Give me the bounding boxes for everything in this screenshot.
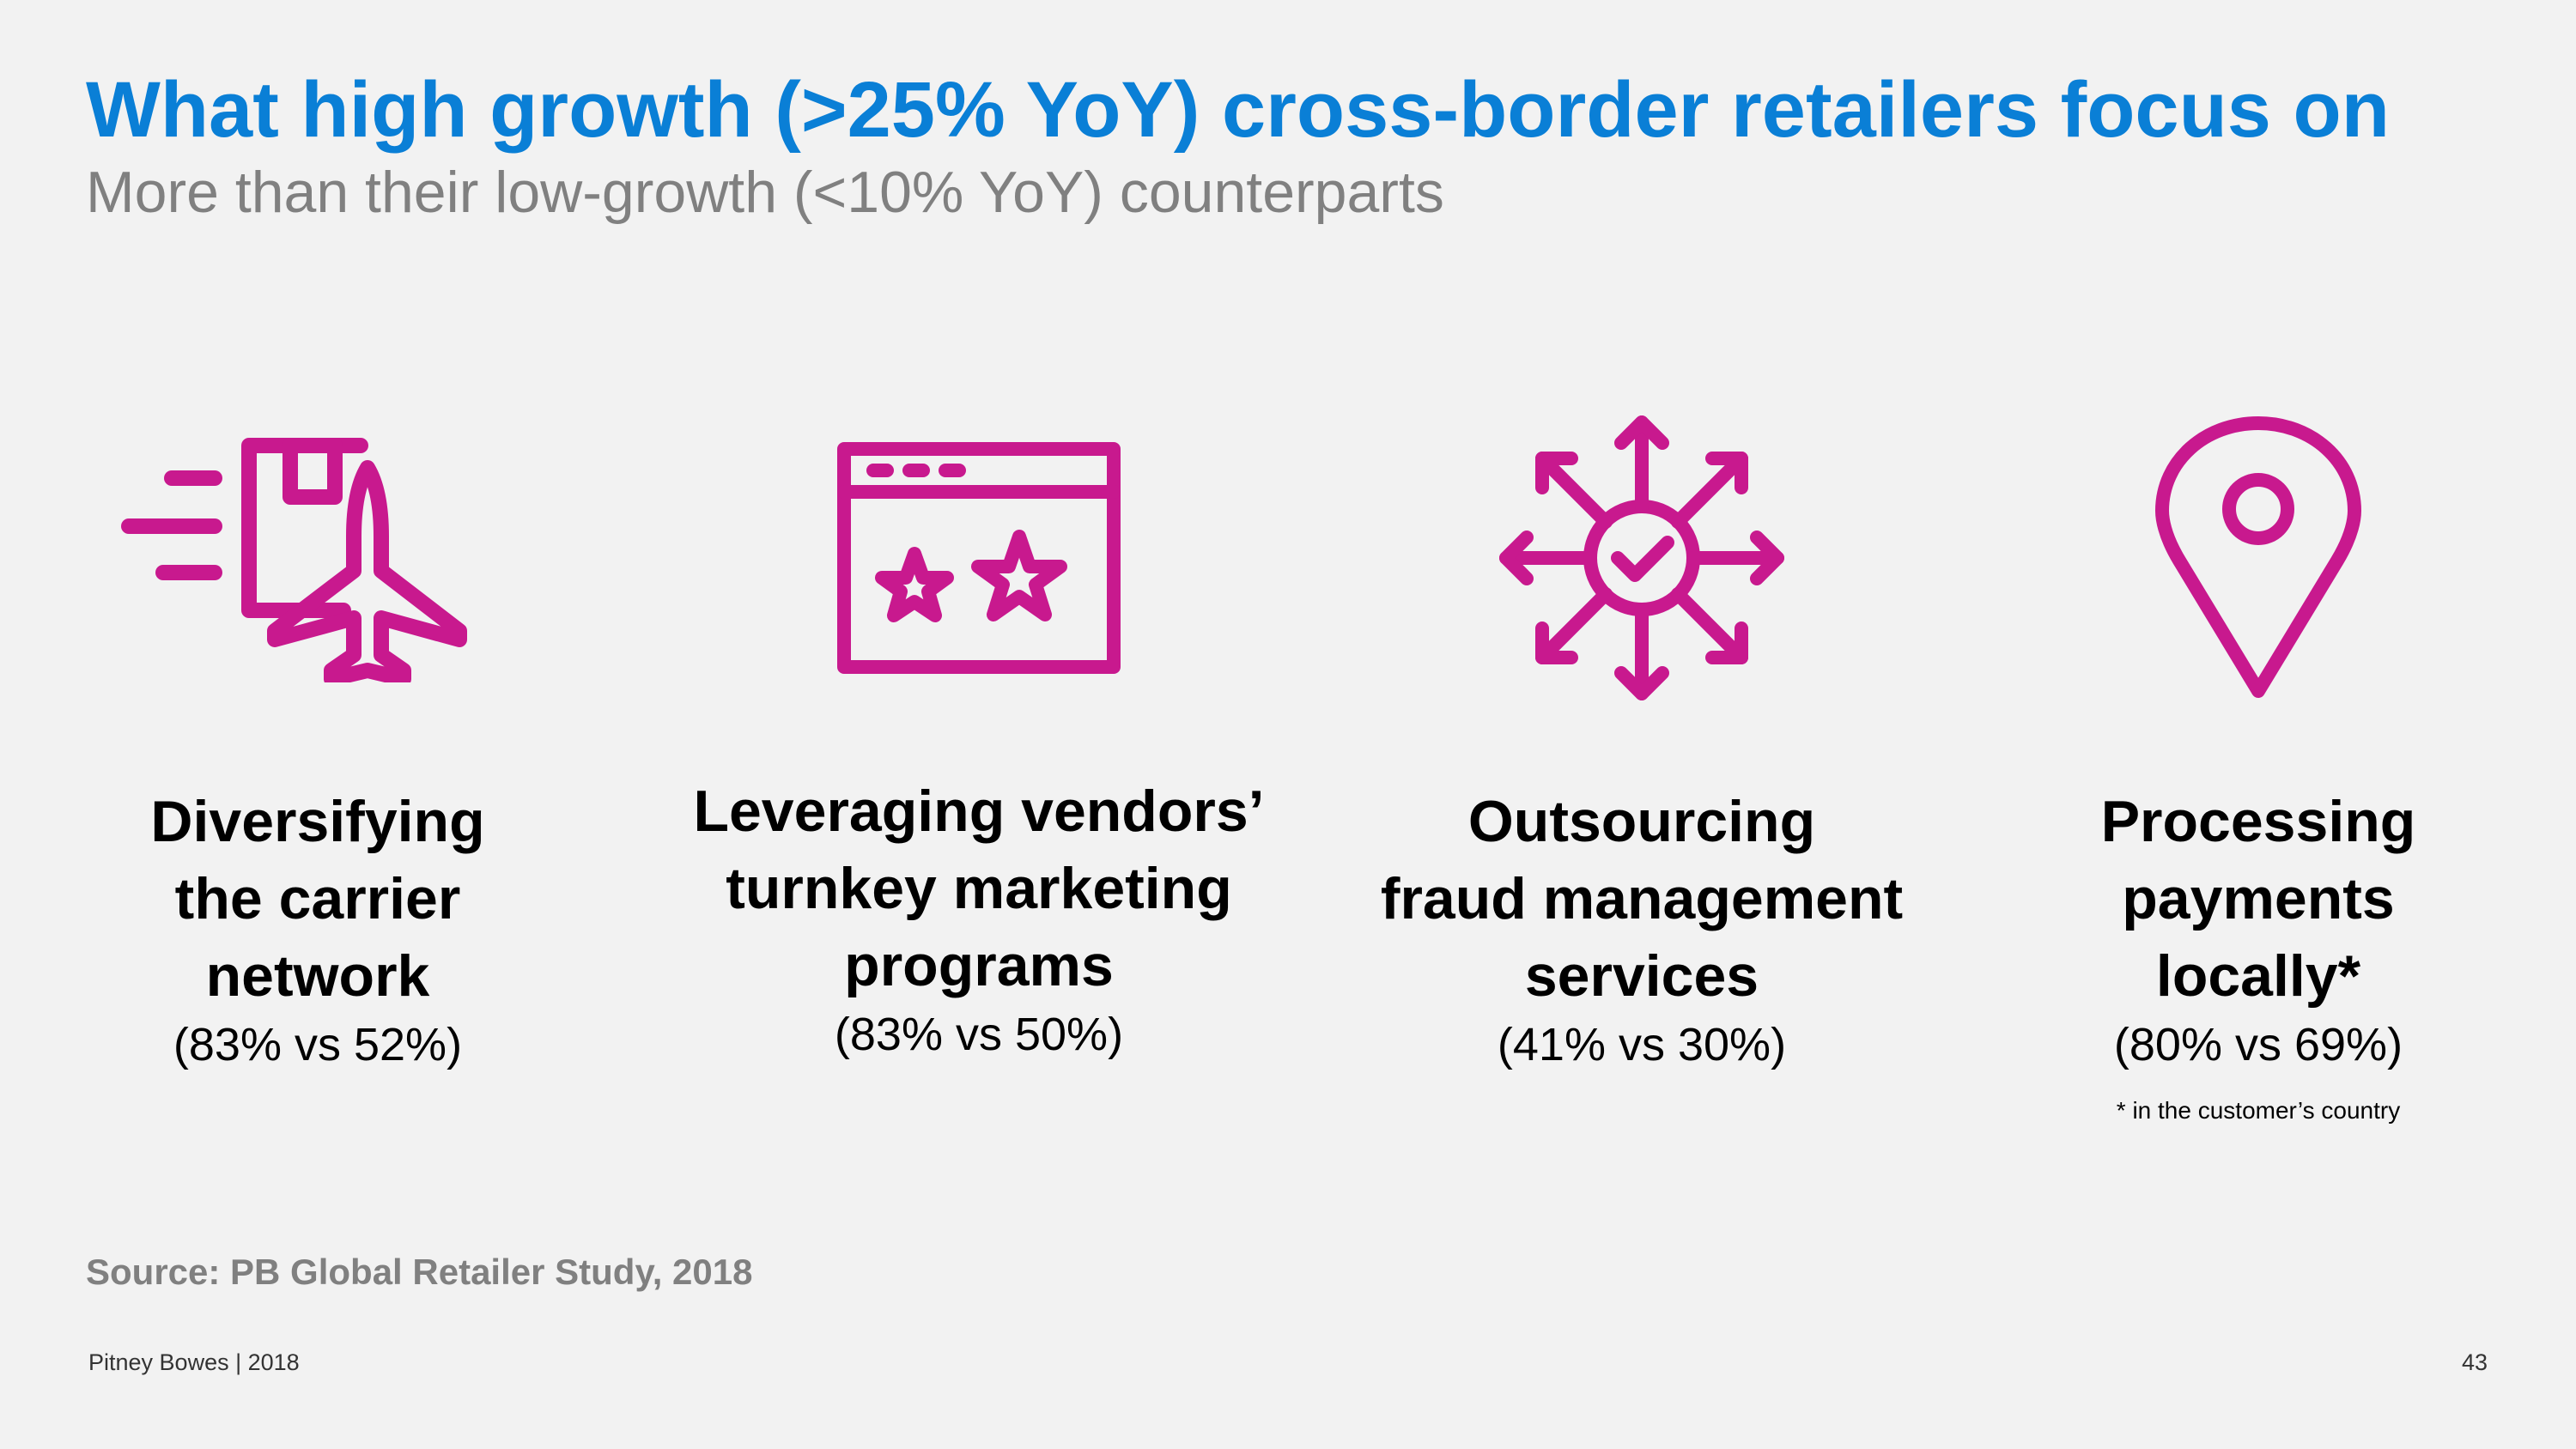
item-heading: Processing payments locally*: [2100, 789, 2416, 1009]
focus-item-fraud: Outsourcing fraud management services (4…: [1333, 403, 1951, 1071]
page-subtitle: More than their low-growth (<10% YoY) co…: [86, 160, 1444, 225]
focus-item-payments: Processing payments locally* (80% vs 69%…: [1949, 403, 2567, 1125]
page-number: 43: [2461, 1349, 2488, 1375]
checkmark-arrows-icon: [1499, 415, 1784, 700]
location-pin-icon: [2155, 416, 2361, 698]
source-note: Source: PB Global Retailer Study, 2018: [86, 1252, 753, 1292]
item-heading: Outsourcing fraud management services: [1380, 789, 1904, 1009]
focus-item-carrier: Diversifying the carrier network (83% vs…: [9, 403, 627, 1071]
footer-company: Pitney Bowes | 2018: [88, 1349, 300, 1375]
item-stat: (83% vs 50%): [834, 1009, 1124, 1060]
item-heading: Diversifying the carrier network: [150, 789, 485, 1009]
item-stat: (41% vs 30%): [1497, 1019, 1787, 1070]
item-stat: (80% vs 69%): [2113, 1019, 2403, 1070]
item-heading: Leveraging vendors’ turnkey marketing pr…: [693, 779, 1265, 998]
item-stat: (83% vs 52%): [173, 1019, 463, 1070]
browser-stars-icon: [837, 442, 1121, 674]
package-airplane-icon: [121, 438, 467, 682]
focus-item-marketing: Leveraging vendors’ turnkey marketing pr…: [670, 403, 1288, 1061]
page-title: What high growth (>25% YoY) cross-border…: [86, 66, 2390, 154]
item-footnote: * in the customer’s country: [2116, 1097, 2401, 1124]
